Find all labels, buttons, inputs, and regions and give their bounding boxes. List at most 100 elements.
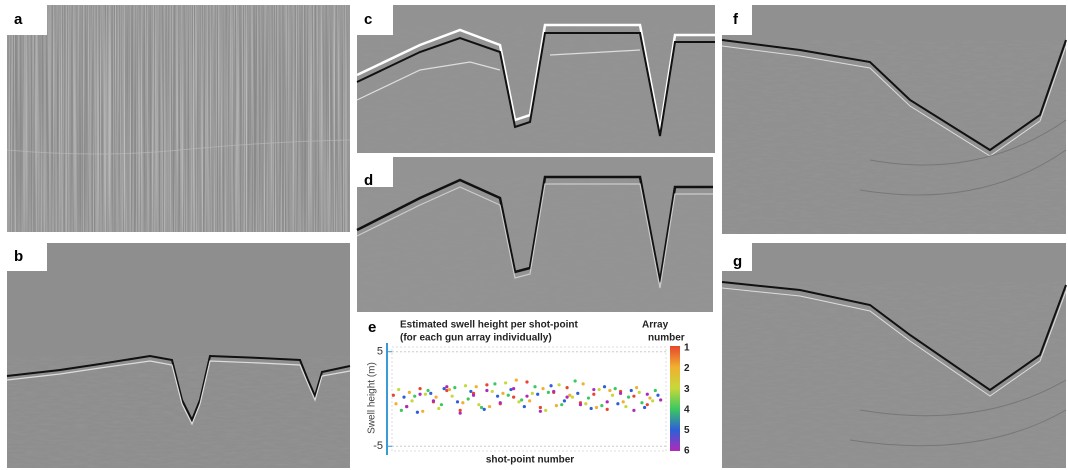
- y-tick-label: 5: [377, 346, 383, 358]
- colorbar: [670, 346, 680, 451]
- scatter-point: [439, 403, 444, 407]
- scatter-point: [546, 390, 550, 394]
- scatter-point: [605, 407, 609, 411]
- scatter-point: [562, 399, 567, 403]
- legend-title: Array: [642, 320, 669, 331]
- scatter-point: [637, 390, 641, 394]
- scatter-point: [413, 394, 417, 398]
- scatter-point: [485, 383, 489, 387]
- scatter-point: [450, 394, 454, 398]
- scatter-point: [512, 395, 516, 399]
- scatter-point: [487, 404, 492, 409]
- scatter-point: [597, 387, 601, 392]
- scatter-point: [458, 411, 462, 415]
- scatter-point: [442, 387, 446, 391]
- scatter-point: [504, 381, 508, 385]
- scatter-point: [490, 389, 494, 394]
- scatter-point: [469, 389, 473, 394]
- scatter-point: [509, 387, 513, 392]
- scatter-point: [434, 395, 438, 399]
- legend-label: 2: [684, 363, 690, 374]
- scatter-point: [525, 394, 529, 398]
- scatter-point: [418, 387, 422, 391]
- scatter-point: [506, 393, 510, 397]
- scatter-point: [624, 404, 628, 409]
- scatter-point: [538, 409, 542, 413]
- scatter-point: [445, 388, 449, 393]
- legend-title: number: [648, 333, 685, 344]
- scatter-point: [608, 388, 612, 393]
- scatter-point: [643, 405, 647, 410]
- scatter-point: [584, 402, 588, 406]
- scatter-point: [402, 395, 406, 399]
- scatter-point: [594, 405, 599, 410]
- scatter-point: [533, 385, 537, 389]
- panel-labels: a b c d e f g: [7, 5, 752, 336]
- seismic-panel: [721, 243, 1067, 468]
- scatter-point: [554, 404, 559, 408]
- seismic-panel: [721, 5, 1067, 234]
- scatter-point: [415, 410, 419, 414]
- chart-title: Estimated swell height per shot-point: [400, 320, 578, 331]
- scatter-point: [394, 402, 398, 406]
- scatter-point: [528, 399, 532, 403]
- scatter-point: [613, 387, 617, 391]
- scatter-point: [632, 394, 636, 398]
- scatter-point: [592, 387, 596, 392]
- scatter-point: [485, 388, 489, 393]
- scatter-point: [431, 399, 436, 403]
- scatter-point: [399, 408, 403, 412]
- panel-label: f: [733, 11, 739, 28]
- seismic-panel: [6, 243, 351, 468]
- scatter-point: [405, 404, 409, 409]
- scatter-point: [410, 399, 414, 403]
- scatter-point: [549, 384, 553, 388]
- scatter-point: [426, 388, 430, 393]
- scatter-point: [520, 398, 524, 402]
- scatter-point: [621, 400, 625, 404]
- scatter-point: [461, 401, 465, 405]
- scatter-point: [573, 379, 577, 383]
- legend-label: 5: [684, 425, 690, 436]
- scatter-point: [618, 391, 623, 395]
- scatter-point: [544, 408, 548, 412]
- scatter-point: [477, 403, 481, 407]
- scatter-point: [479, 405, 484, 410]
- scatter-point: [645, 392, 649, 396]
- chart-title: (for each gun array individually): [400, 333, 552, 344]
- scatter-point: [589, 406, 593, 411]
- scatter-point: [445, 385, 449, 389]
- scatter-point: [437, 406, 441, 411]
- scatter-point: [495, 394, 500, 398]
- scatter-point: [581, 382, 585, 386]
- seismic-panel: [6, 5, 351, 232]
- scatter-point: [645, 403, 649, 407]
- scatter-point: [514, 378, 518, 382]
- scatter-point: [538, 405, 542, 410]
- panel-label: d: [364, 172, 373, 189]
- seismic-panel: [356, 157, 713, 312]
- scatter-point: [541, 387, 545, 391]
- legend-label: 3: [684, 384, 690, 395]
- scatter-point: [482, 407, 486, 411]
- scatter-point: [429, 391, 433, 395]
- panel-label: b: [14, 248, 23, 265]
- scatter-point: [634, 386, 639, 390]
- scatter-point: [602, 385, 607, 389]
- legend-label: 4: [684, 404, 690, 415]
- scatter-point: [407, 390, 411, 394]
- scatter-point: [471, 393, 476, 397]
- scatter-point: [530, 391, 534, 395]
- scatter-point: [466, 397, 470, 401]
- scatter-point: [656, 393, 660, 397]
- scatter-point: [568, 393, 572, 397]
- scatter-point: [493, 382, 497, 386]
- scatter-point: [565, 395, 569, 399]
- scatter-point: [659, 398, 663, 402]
- scatter-point: [552, 389, 556, 394]
- scatter-point: [557, 383, 561, 387]
- scatter-point: [576, 391, 580, 395]
- scatter-point: [391, 393, 395, 397]
- scatter-point: [512, 387, 516, 391]
